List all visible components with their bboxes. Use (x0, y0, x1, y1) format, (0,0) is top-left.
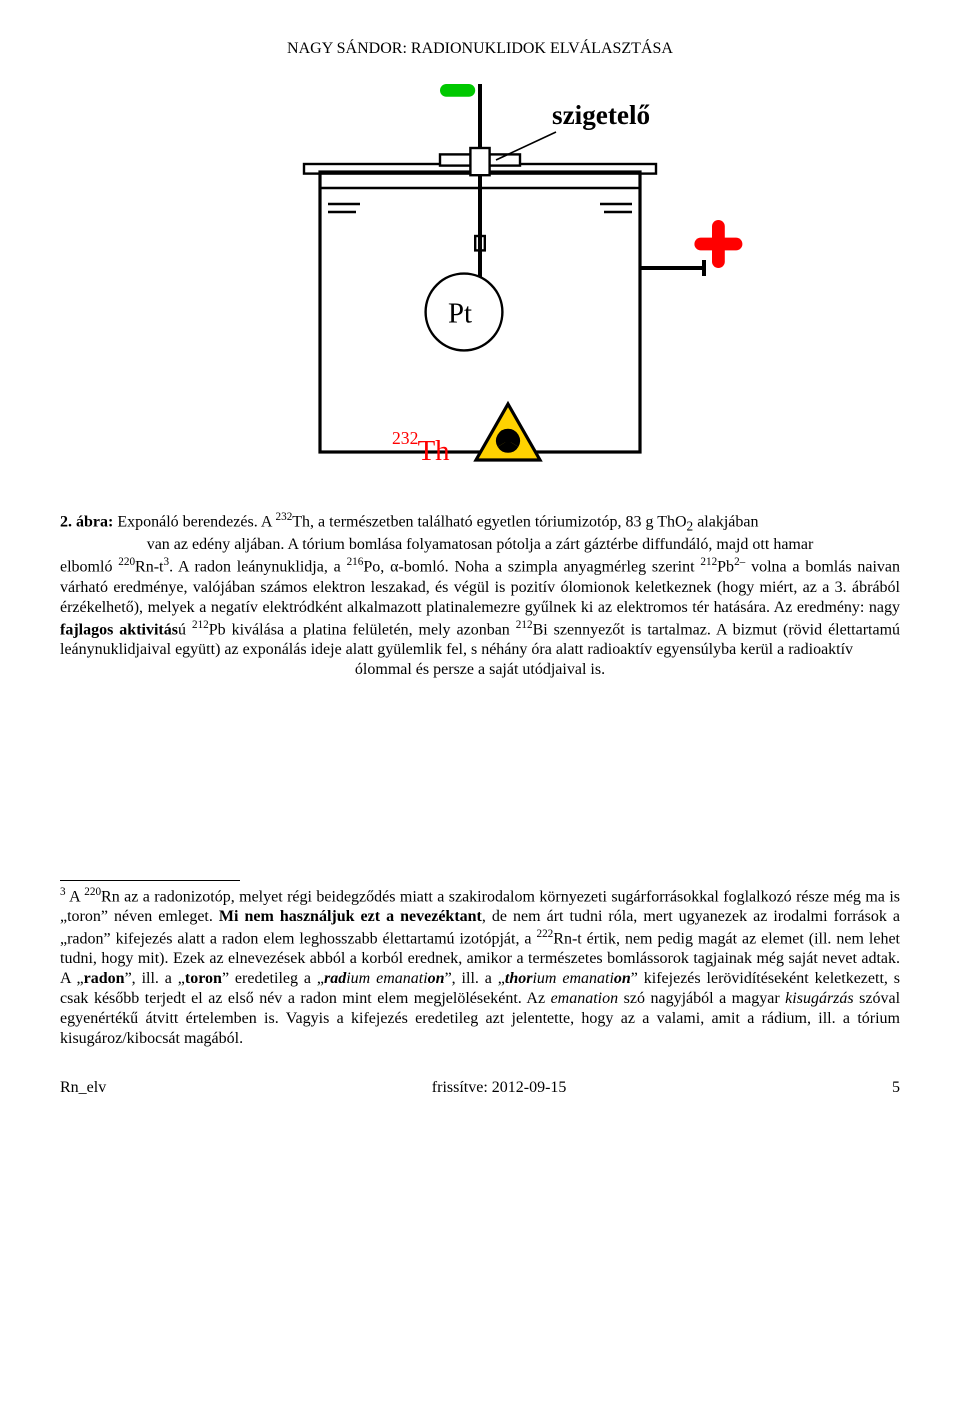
page-header: NAGY SÁNDOR: RADIONUKLIDOK ELVÁLASZTÁSA (60, 40, 900, 58)
label-insulator: szigetelő (552, 100, 650, 130)
figure-diagram: szigetelő Pt 232 Th (60, 68, 900, 500)
apparatus-svg: szigetelő Pt 232 Th (200, 68, 760, 500)
label-th: Th (418, 435, 451, 467)
figure-caption: 2. ábra: Exponáló berendezés. A 232Th, a… (60, 510, 900, 680)
footer-left: Rn_elv (60, 1079, 106, 1097)
footer-right: 5 (892, 1079, 900, 1097)
label-pt: Pt (448, 297, 472, 329)
header-text: NAGY SÁNDOR: RADIONUKLIDOK ELVÁLASZTÁSA (287, 40, 673, 57)
minus-icon (440, 84, 475, 97)
page-footer: Rn_elv frissítve: 2012-09-15 5 (60, 1079, 900, 1097)
footnote-marker: 3 (60, 886, 66, 898)
radioactive-icon (476, 404, 540, 460)
footnote: 3 A 220Rn az a radonizotóp, melyet régi … (60, 885, 900, 1050)
label-th-mass: 232 (392, 428, 418, 448)
footnote-separator (60, 880, 240, 881)
plus-icon (694, 220, 742, 268)
footer-center: frissítve: 2012-09-15 (432, 1079, 567, 1097)
